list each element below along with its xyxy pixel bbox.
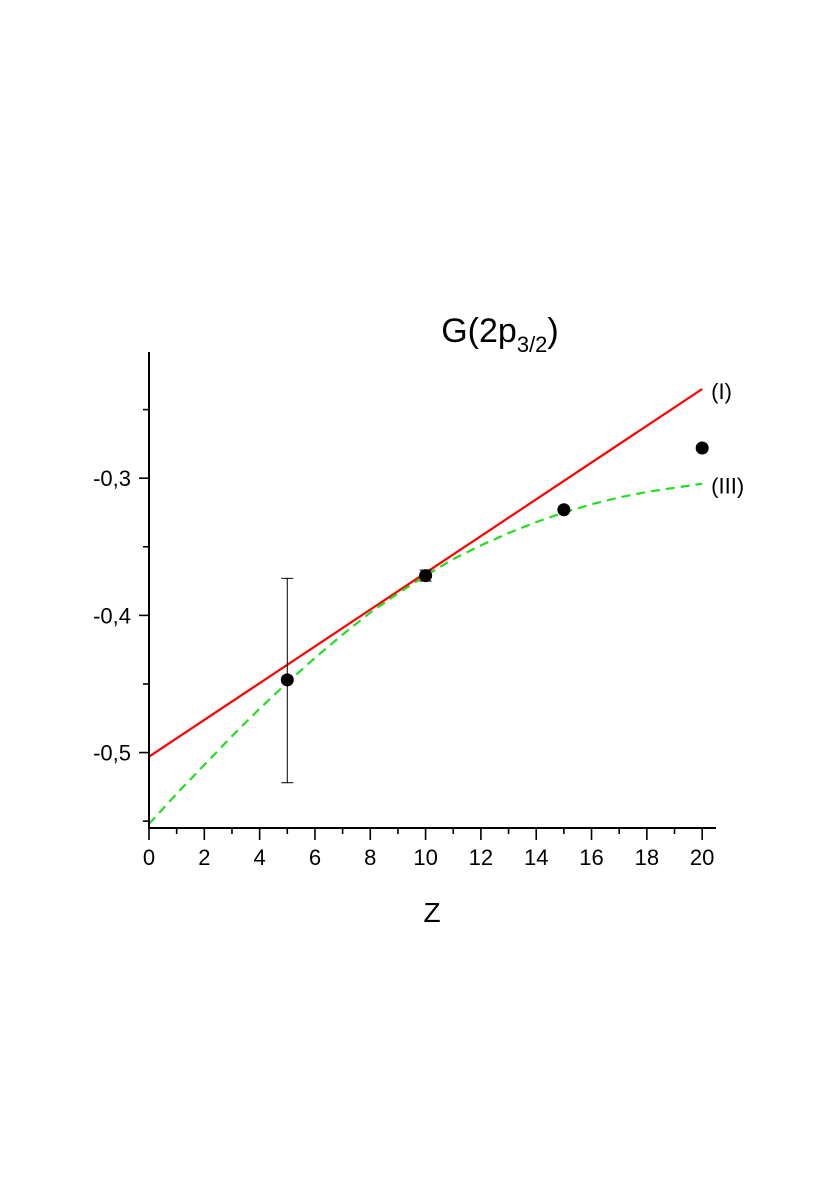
x-tick-label-9: 18	[635, 845, 659, 870]
plot-curves	[148, 388, 703, 825]
y-tick-label-2: -0,5	[93, 741, 131, 766]
series-label-0: (I)	[711, 379, 732, 404]
x-tick-label-0: 0	[143, 845, 155, 870]
x-tick-label-10: 20	[690, 845, 714, 870]
data-point-2	[557, 503, 571, 517]
x-tick-label-8: 16	[579, 845, 603, 870]
series-line-1	[148, 482, 703, 825]
y-tick-label-1: -0,4	[93, 603, 131, 628]
x-tick-label-6: 12	[469, 845, 493, 870]
x-tick-label-4: 8	[364, 845, 376, 870]
x-tick-label-5: 10	[413, 845, 437, 870]
x-ticks: 0 2 4 6 8 10 12 14 16 18 20	[143, 828, 714, 870]
chart-title: G(2p3/2)	[441, 312, 559, 357]
chart-title-suffix: )	[547, 312, 558, 350]
x-tick-label-2: 4	[254, 845, 266, 870]
chart-title-main: G(2p	[441, 312, 517, 350]
x-tick-label-1: 2	[198, 845, 210, 870]
data-point-3	[695, 441, 709, 455]
chart-title-subscript: 3/2	[517, 332, 548, 357]
data-point-1	[419, 569, 433, 583]
x-tick-label-3: 6	[309, 845, 321, 870]
y-ticks: -0,3 -0,4 -0,5	[93, 408, 149, 822]
x-axis-title: Z	[423, 897, 440, 928]
data-point-0	[280, 673, 294, 687]
y-tick-label-0: -0,3	[93, 466, 131, 491]
plot-points	[280, 441, 709, 784]
curve-labels: (I) (III)	[711, 379, 744, 499]
series-label-1: (III)	[711, 474, 744, 499]
x-tick-label-7: 14	[524, 845, 548, 870]
